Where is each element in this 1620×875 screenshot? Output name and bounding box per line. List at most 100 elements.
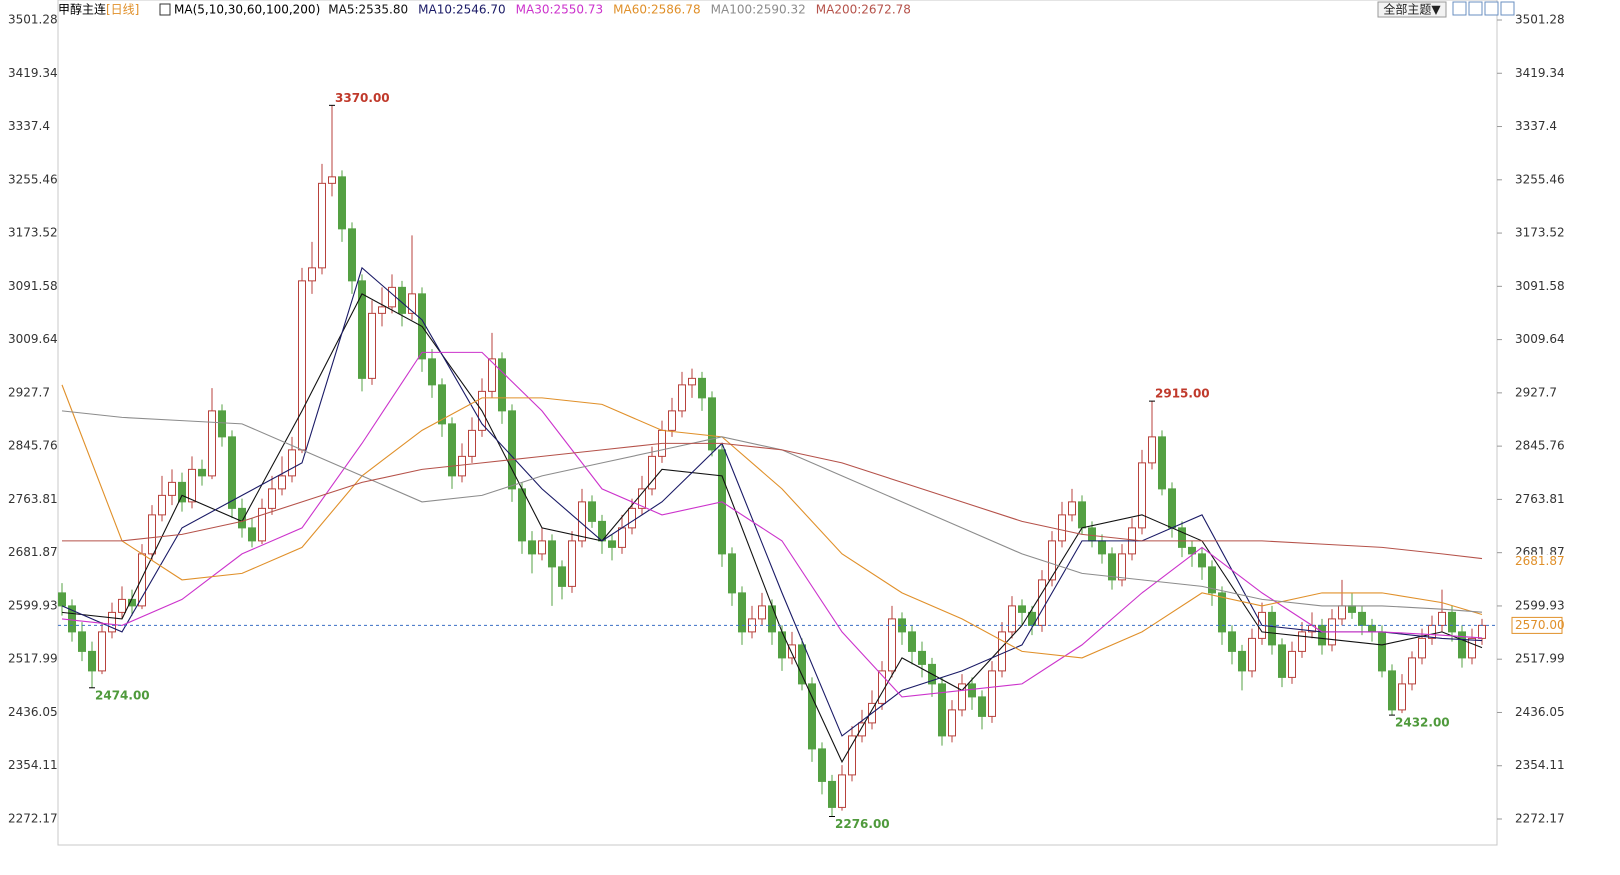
candle-body [388, 286, 396, 308]
ma-line [61, 410, 1483, 613]
candle-body [858, 722, 866, 737]
candle-body [368, 312, 376, 379]
y-tick-label-left: 2763.81 [8, 492, 58, 506]
candle-body [1448, 611, 1456, 633]
candle-body [908, 631, 916, 652]
candle-body [248, 527, 256, 542]
candle-body [778, 631, 786, 659]
candle-body [1188, 546, 1196, 555]
chart-title: 甲醇主连 [58, 2, 106, 17]
candle-body [978, 696, 986, 717]
candle-body [458, 455, 466, 477]
candle-body [398, 286, 406, 314]
candle-body [428, 358, 436, 386]
tool-left[interactable] [1484, 1, 1499, 16]
y-tick-label-right: 2763.81 [1515, 492, 1565, 506]
y-tick-label-right: 3337.4 [1515, 119, 1557, 133]
y-tick-label-left: 2517.99 [8, 652, 58, 666]
candle-body [618, 527, 626, 548]
annotation-label: 2276.00 [835, 817, 890, 831]
candle-body [348, 228, 356, 282]
candle-body [188, 468, 196, 503]
y-tick-label-left: 3337.4 [8, 119, 50, 133]
y-tick-label-right: 3173.52 [1515, 226, 1565, 240]
candle-body [958, 683, 966, 711]
y-tick-label-left: 2845.76 [8, 439, 58, 453]
theme-button-label[interactable]: 全部主题▼ [1383, 2, 1441, 17]
candle-body [548, 540, 556, 568]
candle-body [1358, 611, 1366, 626]
candle-body [88, 650, 96, 672]
candle-body [1148, 436, 1156, 464]
ma-line [61, 384, 1483, 659]
ma-line [61, 351, 1483, 698]
candle-body [108, 611, 116, 633]
ma-line [62, 442, 1483, 560]
candle-body [1288, 650, 1296, 678]
legend-entry: MA60:2586.78 [613, 3, 701, 17]
candle-body [198, 468, 206, 477]
candle-body [1348, 605, 1356, 613]
candle-body [838, 774, 846, 808]
candle-body [768, 605, 776, 633]
candle-body [298, 280, 306, 451]
y-tick-label-right: 2436.05 [1515, 705, 1565, 719]
ma-caption: MA(5,10,30,60,100,200) [174, 3, 320, 17]
candle-body [1018, 605, 1026, 613]
last-price-label: 2570.00 [1515, 618, 1565, 632]
tool-right[interactable] [1500, 1, 1515, 16]
tool-zoom-out[interactable] [1468, 1, 1483, 16]
candle-body [1048, 540, 1056, 581]
candle-body [1218, 592, 1226, 633]
candle-body [1268, 611, 1276, 646]
candle-body [888, 618, 896, 672]
candle-body [828, 780, 836, 808]
candle-body [1098, 540, 1106, 555]
y-tick-label-left: 3091.58 [8, 279, 58, 293]
candle-body [468, 429, 476, 457]
candle-body [568, 540, 576, 587]
legend-entry: MA200:2672.78 [816, 3, 911, 17]
toolbar: 全部主题▼ [1377, 1, 1515, 18]
candle-body [438, 384, 446, 425]
candle-body [208, 410, 216, 477]
candle-body [788, 644, 796, 659]
y-tick-label-right: 2599.93 [1515, 598, 1565, 612]
candle-body [268, 488, 276, 509]
candle-body [358, 280, 366, 379]
candle-body [58, 592, 66, 607]
candle-body [1428, 624, 1436, 639]
tool-zoom-in[interactable] [1452, 1, 1467, 16]
candle-body [538, 540, 546, 555]
ma-icon[interactable] [159, 3, 171, 16]
legend-entry: MA10:2546.70 [418, 3, 506, 17]
y-tick-label-left: 3255.46 [8, 172, 58, 186]
candle-body [738, 592, 746, 633]
candle-body [518, 488, 526, 542]
candle-body [148, 514, 156, 555]
candle-body [948, 709, 956, 737]
candle-body [1058, 514, 1066, 542]
plot-frame [57, 0, 1498, 846]
candle-body [1418, 637, 1426, 659]
ma-line [61, 293, 1483, 764]
y-tick-label-left: 3501.28 [8, 13, 58, 27]
candle-body [238, 507, 246, 529]
legend-entry: MA100:2590.32 [711, 3, 806, 17]
candle-body [648, 455, 656, 490]
candle-body [98, 631, 106, 672]
candle-body [968, 683, 976, 698]
y-tick-label-right: 2354.11 [1515, 758, 1565, 772]
y-tick-label-right: 2927.7 [1515, 385, 1557, 399]
candle-body [218, 410, 226, 438]
theme-button[interactable] [1377, 1, 1447, 18]
candle-body [698, 377, 706, 399]
candle-body [758, 605, 766, 620]
legend-entry: MA30:2550.73 [516, 3, 604, 17]
legend-entry: MA5:2535.80 [328, 3, 408, 17]
candle-body [818, 748, 826, 782]
candle-body [998, 631, 1006, 672]
ma-line [61, 266, 1483, 737]
